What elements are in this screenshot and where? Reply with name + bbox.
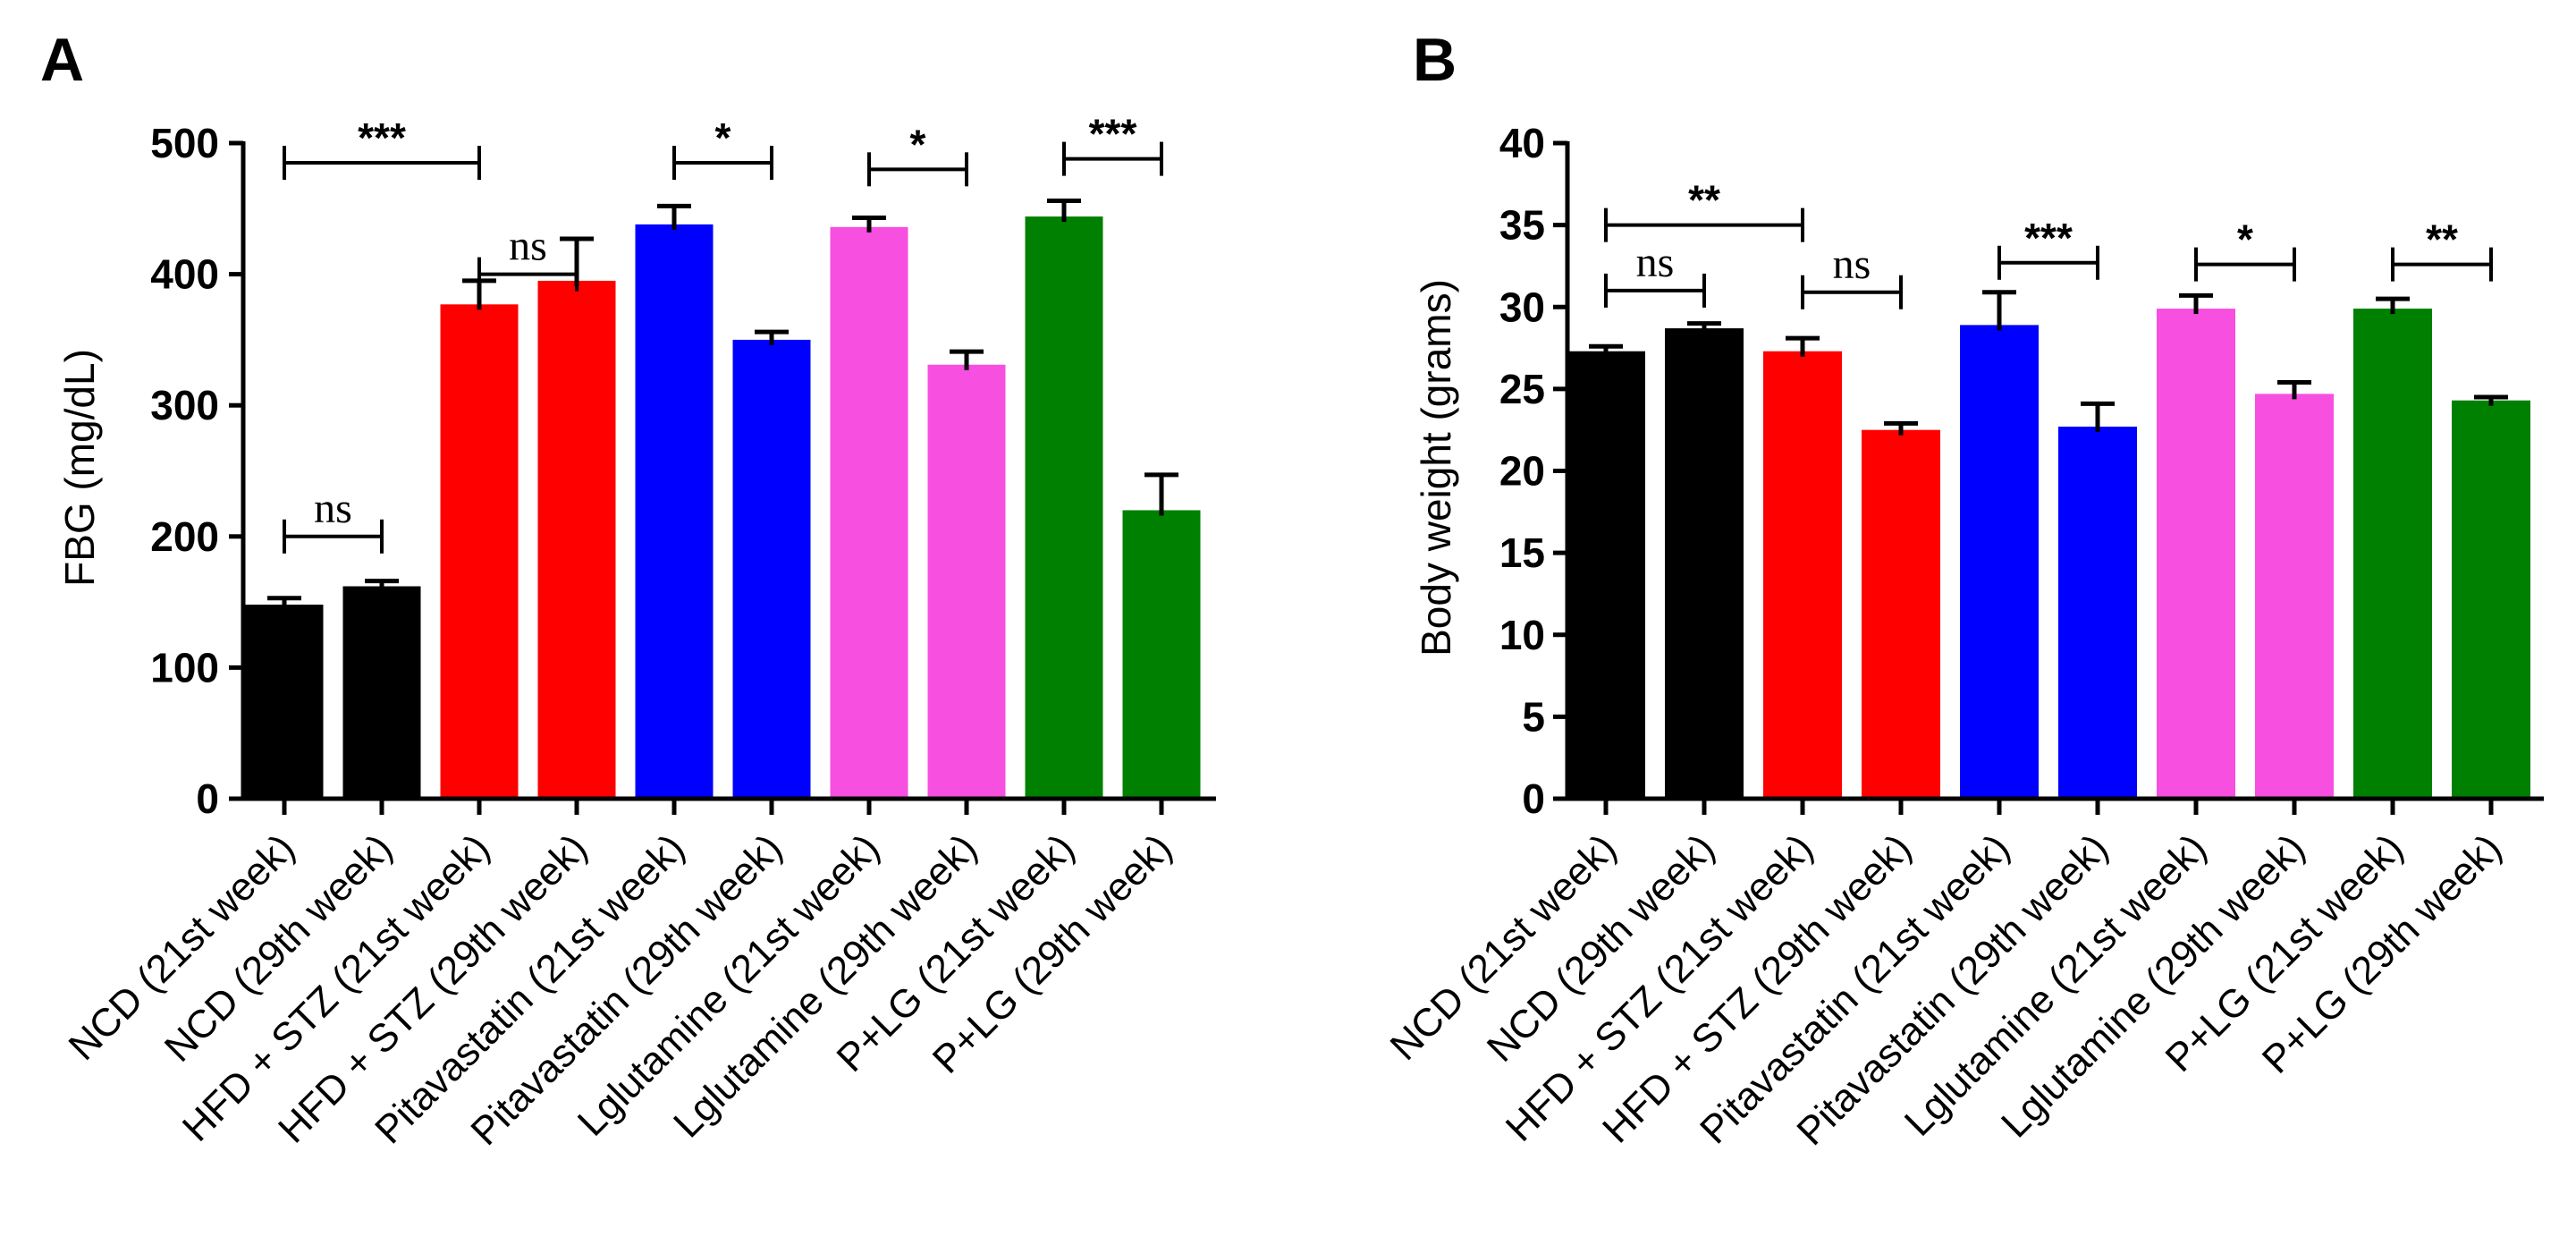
chart-a-significance-label: ns bbox=[314, 485, 352, 532]
chart-a-y-tick-label: 100 bbox=[150, 644, 219, 690]
chart-a-y-tick-label: 500 bbox=[150, 120, 219, 166]
chart-b-y-tick-label: 35 bbox=[1499, 202, 1545, 249]
chart-a-significance-label: ns bbox=[509, 223, 547, 270]
chart-b-bar bbox=[1567, 351, 1645, 799]
chart-b-body-weight: Body weight (grams) 0510152025303540NCD … bbox=[1382, 120, 2544, 1154]
chart-b-significance-label: ns bbox=[1833, 241, 1871, 288]
chart-b-y-tick-label: 40 bbox=[1499, 120, 1545, 166]
chart-b-y-tick-label: 25 bbox=[1499, 366, 1545, 412]
chart-b-bar bbox=[1862, 429, 1940, 799]
chart-b-y-tick-label: 5 bbox=[1522, 693, 1545, 740]
chart-a-y-tick-label: 200 bbox=[150, 513, 219, 560]
chart-b-bar bbox=[1665, 328, 1744, 799]
chart-b-y-tick-label: 30 bbox=[1499, 284, 1545, 330]
chart-b-significance-label: ** bbox=[1688, 177, 1720, 224]
chart-a-significance-label: * bbox=[910, 121, 926, 167]
chart-a-significance-label: *** bbox=[358, 114, 406, 161]
panel-letter-b: B bbox=[1413, 26, 1457, 94]
panel-letter-a: A bbox=[40, 26, 84, 94]
chart-b-y-tick-label: 15 bbox=[1499, 529, 1545, 576]
chart-a-bar bbox=[440, 304, 519, 799]
chart-b-bar bbox=[2157, 309, 2235, 799]
chart-b-bar bbox=[2353, 309, 2432, 799]
chart-b-y-tick-label: 20 bbox=[1499, 448, 1545, 495]
chart-a-bar bbox=[1025, 216, 1103, 799]
chart-b-bar bbox=[1960, 325, 2039, 800]
chart-a-bar bbox=[830, 226, 908, 800]
chart-b-bar bbox=[2452, 400, 2530, 799]
chart-b-significance-label: *** bbox=[2024, 215, 2073, 261]
chart-a-bar bbox=[927, 364, 1006, 799]
chart-b-y-axis-title: Body weight (grams) bbox=[1413, 279, 1459, 656]
chart-b-significance-label: ** bbox=[2426, 216, 2458, 263]
chart-a-bar bbox=[635, 224, 714, 800]
chart-a-significance-label: *** bbox=[1089, 111, 1137, 157]
chart-b-bar bbox=[2255, 394, 2334, 799]
chart-b-significance-label: * bbox=[2237, 216, 2253, 263]
chart-a-bar bbox=[732, 339, 811, 799]
chart-a-bar bbox=[342, 586, 421, 799]
chart-b-bar bbox=[2058, 427, 2137, 799]
chart-b-bar bbox=[1763, 351, 1842, 799]
chart-a-y-axis-title: FBG (mg/dL) bbox=[56, 349, 103, 587]
chart-b-y-tick-label: 10 bbox=[1499, 612, 1545, 658]
chart-a-bar bbox=[537, 280, 616, 799]
chart-a-bar bbox=[1122, 510, 1201, 799]
chart-a-y-tick-label: 400 bbox=[150, 251, 219, 298]
chart-b-y-tick-label: 0 bbox=[1522, 775, 1545, 822]
chart-b-significance-label: ns bbox=[1636, 239, 1675, 286]
chart-a-significance-label: * bbox=[715, 114, 731, 161]
chart-a-y-tick-label: 0 bbox=[196, 775, 219, 822]
chart-a-bar bbox=[245, 605, 324, 799]
chart-a-y-tick-label: 300 bbox=[150, 382, 219, 428]
